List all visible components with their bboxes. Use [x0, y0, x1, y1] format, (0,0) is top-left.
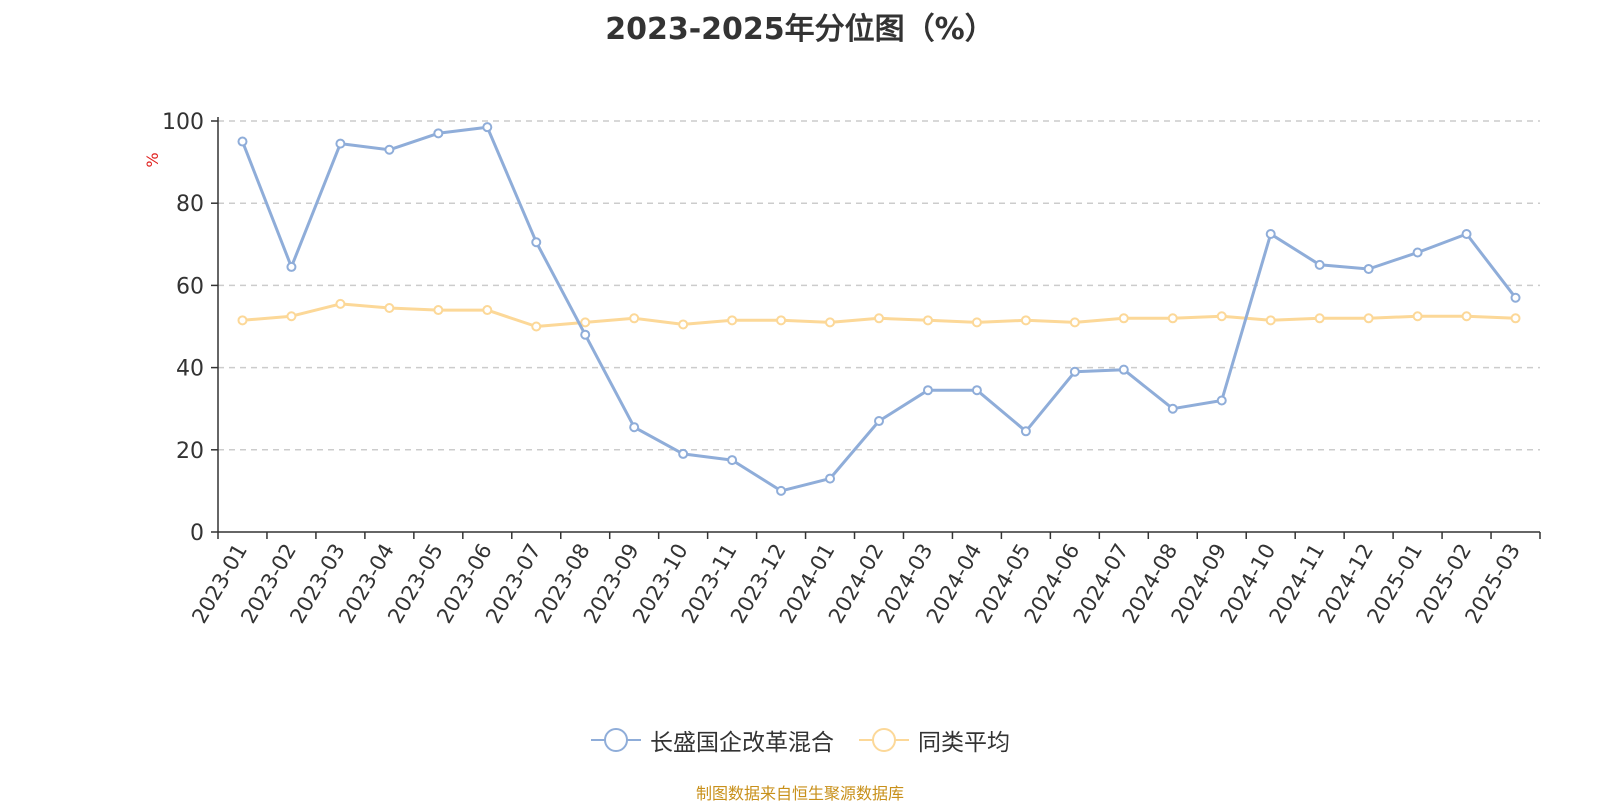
data-point-series-2[interactable] — [1167, 313, 1178, 324]
legend: 长盛国企改革混合 同类平均 — [0, 722, 1600, 758]
data-point-series-1[interactable] — [335, 138, 346, 149]
source-note: 制图数据来自恒生聚源数据库 — [695, 784, 904, 803]
y-tick-label: 0 — [190, 521, 204, 546]
data-point-series-2[interactable] — [1461, 311, 1472, 322]
data-point-series-1[interactable] — [727, 455, 738, 466]
data-point-series-1[interactable] — [678, 448, 689, 459]
data-point-series-1[interactable] — [1412, 247, 1423, 258]
data-point-series-1[interactable] — [1118, 364, 1129, 375]
data-point-series-1[interactable] — [433, 128, 444, 139]
y-tick-label: 80 — [176, 192, 204, 217]
data-point-series-1[interactable] — [922, 385, 933, 396]
data-point-series-2[interactable] — [1314, 313, 1325, 324]
legend-item-series-2[interactable]: 同类平均 — [858, 723, 1010, 757]
y-tick-label: 40 — [176, 357, 204, 382]
data-point-series-2[interactable] — [971, 317, 982, 328]
data-point-series-1[interactable] — [1265, 229, 1276, 240]
data-point-series-2[interactable] — [531, 321, 542, 332]
data-point-series-1[interactable] — [384, 144, 395, 155]
data-point-series-2[interactable] — [1069, 317, 1080, 328]
data-point-series-1[interactable] — [1363, 263, 1374, 274]
data-point-series-2[interactable] — [1363, 313, 1374, 324]
data-point-series-2[interactable] — [825, 317, 836, 328]
data-point-series-1[interactable] — [825, 473, 836, 484]
data-point-series-2[interactable] — [384, 303, 395, 314]
data-point-series-2[interactable] — [286, 311, 297, 322]
legend-label-series-2: 同类平均 — [918, 730, 1010, 756]
data-point-series-1[interactable] — [531, 237, 542, 248]
data-point-series-2[interactable] — [1265, 315, 1276, 326]
data-point-series-2[interactable] — [1216, 311, 1227, 322]
y-tick-label: 100 — [162, 110, 204, 135]
data-point-series-2[interactable] — [1510, 313, 1521, 324]
y-tick-label: 20 — [176, 439, 204, 464]
data-point-series-1[interactable] — [1314, 259, 1325, 270]
data-point-series-2[interactable] — [237, 315, 248, 326]
axes: 0204060801002023-012023-022023-032023-04… — [162, 110, 1541, 627]
chart-title: 2023-2025年分位图（%） — [605, 12, 995, 47]
data-point-series-1[interactable] — [237, 136, 248, 147]
y-axis-label: % — [143, 152, 162, 167]
legend-symbol-circle-icon — [859, 728, 909, 752]
data-point-series-2[interactable] — [1412, 311, 1423, 322]
legend-symbol-circle-icon — [591, 728, 641, 752]
data-point-series-1[interactable] — [286, 261, 297, 272]
data-point-series-2[interactable] — [1020, 315, 1031, 326]
data-point-series-2[interactable] — [629, 313, 640, 324]
legend-item-series-1[interactable]: 长盛国企改革混合 — [590, 723, 834, 757]
data-point-series-1[interactable] — [629, 422, 640, 433]
data-point-series-1[interactable] — [874, 416, 884, 427]
data-point-series-1[interactable] — [1020, 426, 1031, 437]
data-point-series-2[interactable] — [678, 319, 689, 330]
grid-lines — [218, 120, 1540, 451]
data-point-series-1[interactable] — [1461, 229, 1472, 240]
data-point-series-2[interactable] — [433, 305, 444, 316]
data-point-series-1[interactable] — [1216, 395, 1227, 406]
data-point-series-2[interactable] — [335, 298, 346, 309]
data-point-series-2[interactable] — [922, 315, 933, 326]
data-point-series-1[interactable] — [1167, 403, 1178, 414]
data-point-series-1[interactable] — [776, 485, 787, 496]
data-point-series-2[interactable] — [1118, 313, 1129, 324]
data-point-series-2[interactable] — [482, 305, 493, 316]
data-point-series-1[interactable] — [1069, 366, 1080, 377]
data-point-series-1[interactable] — [580, 329, 591, 340]
data-point-series-2[interactable] — [776, 315, 787, 326]
data-point-series-2[interactable] — [727, 315, 738, 326]
data-point-series-1[interactable] — [971, 385, 982, 396]
data-point-series-2[interactable] — [580, 317, 591, 328]
y-tick-label: 60 — [176, 274, 204, 299]
data-point-series-1[interactable] — [482, 122, 493, 133]
data-point-series-2[interactable] — [874, 313, 884, 324]
legend-label-series-1: 长盛国企改革混合 — [650, 730, 834, 756]
series-lines — [237, 122, 1521, 496]
data-point-series-1[interactable] — [1510, 292, 1521, 303]
